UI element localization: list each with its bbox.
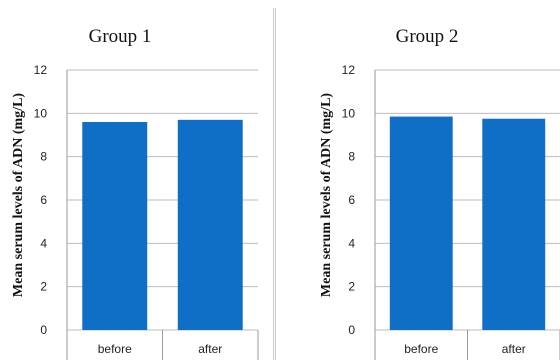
x-category-label: after (502, 342, 526, 356)
y-tick-label: 4 (40, 236, 47, 250)
chart-group-2: 0 2 4 6 8 10 12 before after Group 2 Mean serum le… (319, 26, 560, 360)
bar-before (389, 116, 453, 330)
x-category-label: before (98, 342, 132, 356)
y-tick-label: 12 (342, 63, 356, 77)
y-tick-label: 6 (348, 193, 355, 207)
y-axis-label: Mean serum levels of ADN (mg/L) (319, 93, 334, 297)
y-tick-label: 8 (40, 150, 47, 164)
y-tick-label: 12 (34, 63, 48, 77)
x-category-label: before (404, 342, 438, 356)
chart-group-1: 0 2 4 6 8 10 12 before after Group 1 Mean serum le… (11, 26, 259, 360)
y-tick-label: 6 (40, 193, 47, 207)
chart-title: Group 2 (396, 26, 459, 47)
y-tick-label: 2 (348, 280, 355, 294)
y-tick-label: 8 (348, 150, 355, 164)
y-tick-label: 2 (40, 280, 47, 294)
y-tick-label: 0 (348, 323, 355, 337)
y-axis-label: Mean serum levels of ADN (mg/L) (11, 93, 26, 297)
panel-divider (273, 8, 276, 360)
chart-title: Group 1 (89, 26, 152, 47)
y-tick-label: 4 (348, 236, 355, 250)
y-tick-label: 10 (34, 106, 48, 120)
y-tick-label: 10 (342, 106, 356, 120)
y-tick-label: 0 (40, 323, 47, 337)
bar-before (82, 122, 148, 330)
bar-after (177, 119, 243, 330)
x-category-label: after (198, 342, 222, 356)
bar-after (482, 118, 546, 330)
